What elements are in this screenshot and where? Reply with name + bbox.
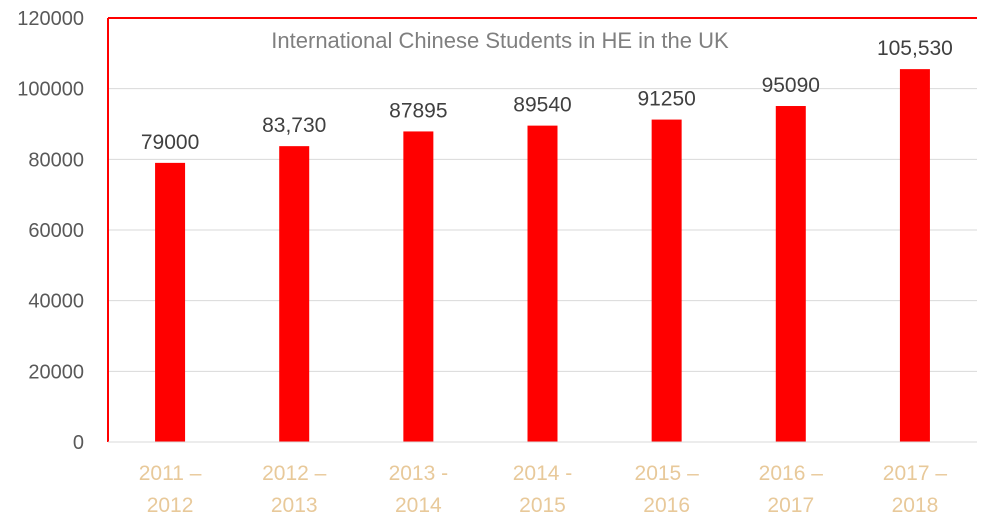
- x-tick-label: 2016 –: [759, 462, 824, 485]
- data-label: 95090: [762, 74, 820, 97]
- bar: [651, 119, 682, 442]
- x-tick-label: 2012: [147, 494, 194, 517]
- x-tick-label: 2013 -: [389, 462, 449, 485]
- y-tick-label: 20000: [28, 361, 84, 383]
- x-tick-label: 2015: [519, 494, 566, 517]
- data-labels: 79000 83,730 87895 89540 91250 95090 105,530: [141, 37, 953, 154]
- bar: [155, 162, 186, 442]
- x-tick-label: 2013: [271, 494, 318, 517]
- bar: [775, 106, 806, 443]
- x-tick-label: 2017: [767, 494, 814, 517]
- x-axis: 2011 – 2012 2012 – 2013 2013 - 2014 2014 - 2015…: [108, 441, 977, 517]
- x-tick-label: 2012 –: [262, 462, 327, 485]
- bar: [899, 69, 930, 443]
- data-label: 83,730: [262, 114, 326, 137]
- y-axis: 0 20000 40000 60000 80000 100000 120000: [17, 8, 977, 454]
- data-label: 105,530: [877, 37, 953, 60]
- bar: [527, 125, 558, 442]
- bars: [155, 69, 930, 443]
- data-label: 91250: [637, 88, 695, 111]
- x-tick-label: 2018: [892, 494, 939, 517]
- y-tick-label: 100000: [17, 79, 84, 101]
- y-tick-label: 0: [73, 432, 84, 454]
- x-tick-label: 2014 -: [513, 462, 573, 485]
- y-tick-label: 40000: [28, 291, 84, 313]
- y-tick-label: 120000: [17, 8, 84, 30]
- chart-title: International Chinese Students in HE in …: [271, 28, 729, 53]
- x-tick-label: 2014: [395, 494, 442, 517]
- x-tick-label: 2017 –: [883, 462, 948, 485]
- y-tick-label: 60000: [28, 220, 84, 242]
- x-tick-label: 2016: [643, 494, 690, 517]
- bar: [403, 131, 434, 442]
- bar: [279, 146, 310, 443]
- data-label: 89540: [513, 94, 571, 117]
- data-label: 87895: [389, 99, 447, 122]
- y-tick-label: 80000: [28, 149, 84, 171]
- x-tick-label: 2015 –: [635, 462, 700, 485]
- x-tick-label: 2011 –: [139, 462, 202, 485]
- data-label: 79000: [141, 131, 199, 154]
